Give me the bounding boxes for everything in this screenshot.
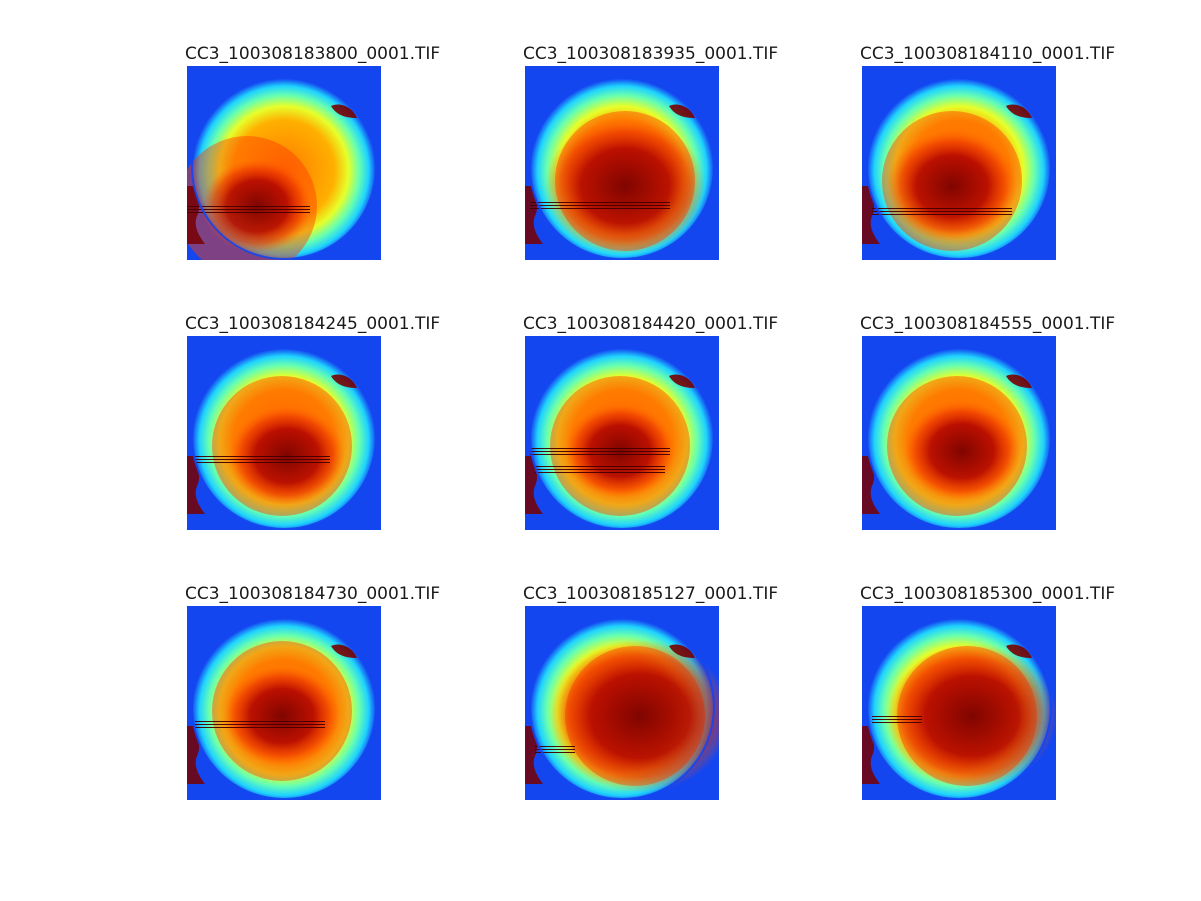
edge-artifact xyxy=(1006,104,1032,118)
panel-5: CC3_100308184420_0001.TIF xyxy=(523,314,785,554)
hot-region xyxy=(550,639,719,793)
edge-artifact xyxy=(331,644,357,658)
disk-rim xyxy=(191,74,377,260)
hot-region xyxy=(904,401,1020,501)
heatmap-image xyxy=(187,336,381,530)
disk-rim xyxy=(529,614,715,800)
heatmap-image xyxy=(187,606,381,800)
scanline-artifact xyxy=(187,209,310,210)
disk-rim xyxy=(529,74,715,260)
scanline-artifact xyxy=(535,469,665,470)
panel-8: CC3_100308185127_0001.TIF xyxy=(523,584,785,824)
scanline-artifact xyxy=(872,211,1012,212)
heatmap-image xyxy=(187,66,381,260)
scanline-artifact xyxy=(530,454,670,455)
heatmap-svg xyxy=(862,606,1056,800)
disk-rim xyxy=(191,614,377,800)
scanline-artifact xyxy=(195,721,325,722)
scanline-artifact xyxy=(187,206,310,207)
heatmap-svg xyxy=(862,66,1056,260)
edge-artifact xyxy=(669,104,695,118)
panel-1: CC3_100308183800_0001.TIF xyxy=(185,44,447,284)
panel-title: CC3_100308184420_0001.TIF xyxy=(523,314,779,334)
scanline-artifact xyxy=(530,448,670,449)
scanline-artifact xyxy=(187,212,310,213)
disk-rim xyxy=(866,344,1052,530)
disk-rim xyxy=(866,74,1052,260)
panel-title: CC3_100308185300_0001.TIF xyxy=(860,584,1116,604)
scanline-artifact xyxy=(872,716,922,717)
edge-artifact xyxy=(1006,374,1032,388)
heatmap-svg xyxy=(525,606,719,800)
edge-artifact xyxy=(331,104,357,118)
heatmap-image xyxy=(862,336,1056,530)
scanline-artifact xyxy=(872,214,1012,215)
scanline-artifact xyxy=(195,727,325,728)
scanline-artifact xyxy=(535,749,575,750)
disk-rim xyxy=(529,344,715,530)
edge-artifact xyxy=(525,186,543,244)
scanline-artifact xyxy=(535,466,665,467)
heatmap-image xyxy=(525,336,719,530)
panel-3: CC3_100308184110_0001.TIF xyxy=(860,44,1122,284)
panel-title: CC3_100308185127_0001.TIF xyxy=(523,584,779,604)
edge-artifact xyxy=(525,456,543,514)
panel-4: CC3_100308184245_0001.TIF xyxy=(185,314,447,554)
heatmap-svg xyxy=(187,336,381,530)
heatmap-image xyxy=(862,606,1056,800)
scanline-artifact xyxy=(530,205,670,206)
scanline-artifact xyxy=(530,451,670,452)
scanline-artifact xyxy=(195,724,325,725)
heatmap-svg xyxy=(862,336,1056,530)
heatmap-image xyxy=(525,606,719,800)
disk-rim xyxy=(866,614,1052,800)
scanline-artifact xyxy=(872,722,922,723)
panel-7: CC3_100308184730_0001.TIF xyxy=(185,584,447,824)
hot-region xyxy=(545,118,705,254)
edge-artifact xyxy=(331,374,357,388)
heatmap-svg xyxy=(187,606,381,800)
scanline-artifact xyxy=(535,746,575,747)
edge-artifact xyxy=(1006,644,1032,658)
scanline-artifact xyxy=(872,719,922,720)
heatmap-image xyxy=(525,66,719,260)
panel-title: CC3_100308184555_0001.TIF xyxy=(860,314,1116,334)
scanline-artifact xyxy=(195,462,330,463)
disk-rim xyxy=(191,344,377,530)
panel-2: CC3_100308183935_0001.TIF xyxy=(523,44,785,284)
panel-9: CC3_100308185300_0001.TIF xyxy=(860,584,1122,824)
edge-artifact xyxy=(669,374,695,388)
scanline-artifact xyxy=(195,459,330,460)
edge-artifact xyxy=(862,456,880,514)
hot-region xyxy=(887,130,1017,242)
scanline-artifact xyxy=(195,456,330,457)
edge-artifact xyxy=(669,644,695,658)
heatmap-svg xyxy=(525,336,719,530)
panel-6: CC3_100308184555_0001.TIF xyxy=(860,314,1122,554)
edge-artifact xyxy=(187,456,205,514)
heatmap-svg xyxy=(187,66,381,260)
scanline-artifact xyxy=(535,752,575,753)
panel-title: CC3_100308183935_0001.TIF xyxy=(523,44,779,64)
panel-title: CC3_100308184730_0001.TIF xyxy=(185,584,441,604)
hot-region xyxy=(224,666,340,766)
scanline-artifact xyxy=(535,472,665,473)
edge-artifact xyxy=(862,186,880,244)
scanline-artifact xyxy=(872,208,1012,209)
heatmap-image xyxy=(862,66,1056,260)
panel-title: CC3_100308184110_0001.TIF xyxy=(860,44,1116,64)
scanline-artifact xyxy=(530,202,670,203)
heatmap-svg xyxy=(525,66,719,260)
edge-artifact xyxy=(525,726,543,784)
hot-region xyxy=(887,643,1056,789)
panel-title: CC3_100308183800_0001.TIF xyxy=(185,44,441,64)
edge-artifact xyxy=(187,726,205,784)
edge-artifact xyxy=(187,186,205,244)
scanline-artifact xyxy=(530,208,670,209)
edge-artifact xyxy=(862,726,880,784)
panel-title: CC3_100308184245_0001.TIF xyxy=(185,314,441,334)
